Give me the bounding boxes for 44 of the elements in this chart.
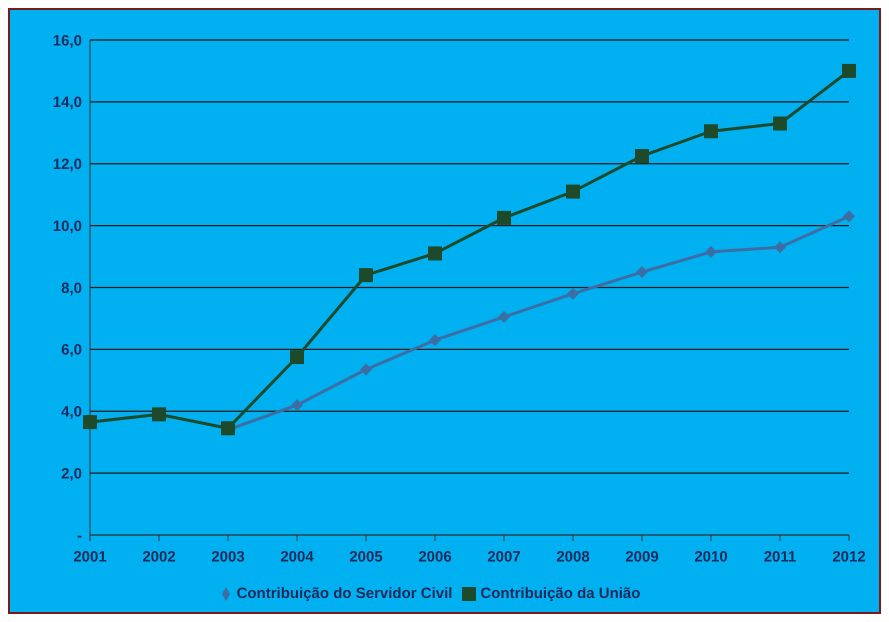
legend-label: Contribuição do Servidor Civil [236,585,452,602]
y-tick-label: 6,0 [61,342,82,359]
point [152,407,166,422]
x-tick-label: 2008 [556,548,590,566]
x-tick-label: 2003 [211,548,245,566]
point [221,421,235,436]
point [774,241,786,254]
point [429,334,441,346]
point [842,64,856,78]
point [704,124,718,138]
y-tick-label: 14,0 [52,94,82,112]
x-tick-label: 2005 [349,548,383,566]
point [83,415,97,430]
point [359,268,373,282]
x-tick-label: 2007 [487,548,521,566]
point [773,116,787,131]
x-tick-label: 2010 [694,548,728,566]
x-tick-label: 2002 [142,548,176,566]
point [290,350,304,364]
point [360,363,372,376]
point [291,399,303,412]
y-tick-label: 8,0 [61,280,82,297]
point [705,246,717,258]
y-tick-label: 16,0 [52,32,82,50]
x-tick-label: 2011 [764,548,796,566]
y-tick-label: 12,0 [52,156,82,174]
y-tick-label: 2,0 [61,465,82,482]
y-tick-label: - [77,527,82,544]
y-tick-label: 4,0 [61,404,82,421]
x-tick-label: 2012 [832,548,866,566]
x-tick-label: 2006 [418,548,452,566]
x-tick-label: 2004 [280,548,314,566]
point [567,288,579,300]
point [566,184,580,199]
point [498,310,510,323]
point [497,210,511,225]
legend-label: Contribuição da União [480,585,640,602]
x-tick-label: 2009 [625,548,659,566]
x-tick-label: 2001 [73,548,107,566]
point [635,149,649,164]
point [843,210,855,222]
point [428,246,442,260]
point [636,266,648,278]
y-tick-label: 10,0 [52,218,82,235]
